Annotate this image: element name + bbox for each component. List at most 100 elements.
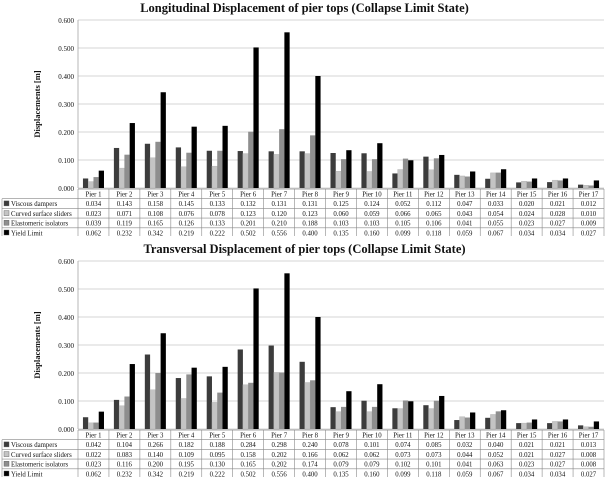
legend-label: Yield Limit	[11, 230, 43, 236]
bar-curved-surface-sliders	[149, 389, 156, 430]
category-label: Pier 9	[333, 433, 350, 440]
data-value-label: 0.160	[364, 471, 380, 477]
data-value-label: 0.008	[581, 452, 597, 459]
y-axis-label: Displacements [m]	[32, 70, 42, 137]
data-value-label: 0.188	[210, 442, 226, 449]
bar-yield-limit	[470, 412, 476, 429]
bar-yield-limit	[284, 32, 290, 188]
bar-curved-surface-sliders	[335, 170, 342, 189]
bar-yield-limit	[129, 364, 135, 429]
bar-viscous-dampers	[113, 147, 120, 188]
legend-label: Yield Limit	[11, 471, 43, 477]
bar-elastomeric-isolators	[464, 176, 471, 188]
data-value-label: 0.063	[488, 462, 504, 469]
bar-viscous-dampers	[206, 376, 212, 429]
data-value-label: 0.143	[117, 201, 133, 208]
data-value-label: 0.032	[457, 442, 473, 449]
category-label: Pier 17	[579, 192, 599, 199]
data-value-label: 0.085	[426, 442, 442, 449]
data-value-label: 0.060	[333, 211, 349, 218]
category-label: Pier 8	[302, 433, 319, 440]
bar-yield-limit	[191, 126, 197, 188]
data-value-label: 0.135	[333, 230, 349, 236]
data-value-label: 0.222	[210, 230, 226, 236]
y-axis-label: Displacements [m]	[32, 311, 42, 378]
bar-elastomeric-isolators	[248, 382, 254, 429]
category-label: Pier 15	[517, 192, 537, 199]
bar-curved-surface-sliders	[211, 165, 218, 189]
bar-yield-limit	[253, 47, 259, 188]
y-tick-label: 0.200	[58, 370, 74, 378]
data-value-label: 0.052	[395, 201, 411, 208]
bar-curved-surface-sliders	[180, 166, 187, 189]
data-value-label: 0.067	[488, 471, 504, 477]
data-value-label: 0.342	[148, 230, 164, 236]
y-tick-label: 0.300	[58, 342, 74, 350]
data-value-label: 0.021	[519, 442, 534, 449]
bar-viscous-dampers	[454, 174, 460, 188]
bar-curved-surface-sliders	[149, 157, 156, 189]
category-label: Pier 13	[455, 433, 475, 440]
data-value-label: 0.042	[86, 442, 102, 449]
bar-curved-surface-sliders	[88, 181, 94, 189]
data-value-label: 0.102	[395, 462, 411, 469]
legend-label: Elastomeric isolators	[11, 221, 69, 228]
chart-title: Transversal Displacement of pier tops (C…	[143, 242, 466, 256]
bar-viscous-dampers	[330, 407, 336, 429]
bar-viscous-dampers	[330, 153, 336, 188]
data-value-label: 0.165	[241, 462, 257, 469]
data-value-label: 0.103	[333, 221, 349, 228]
data-value-label: 0.012	[581, 201, 597, 208]
legend-key-curved-surface-sliders	[3, 451, 10, 457]
category-label: Pier 11	[393, 192, 412, 199]
data-value-label: 0.112	[426, 201, 442, 208]
data-value-label: 0.028	[550, 211, 566, 218]
bar-elastomeric-isolators	[124, 396, 130, 429]
bar-viscous-dampers	[144, 143, 151, 188]
data-value-label: 0.099	[395, 230, 411, 236]
data-value-label: 0.078	[333, 442, 349, 449]
bar-curved-surface-sliders	[273, 372, 280, 430]
data-value-label: 0.034	[519, 230, 535, 236]
data-value-label: 0.240	[302, 442, 318, 449]
category-label: Pier 16	[548, 192, 568, 199]
bar-curved-surface-sliders	[583, 426, 589, 430]
data-value-label: 0.099	[395, 471, 411, 477]
data-value-label: 0.062	[86, 230, 102, 236]
bar-viscous-dampers	[113, 399, 120, 429]
bar-curved-surface-sliders	[428, 408, 435, 430]
data-value-label: 0.342	[148, 471, 164, 477]
bar-elastomeric-isolators	[464, 417, 471, 429]
data-value-label: 0.126	[179, 221, 195, 228]
legend-key-curved-surface-sliders	[3, 210, 10, 216]
bar-elastomeric-isolators	[155, 373, 161, 429]
bar-viscous-dampers	[547, 182, 553, 188]
bar-yield-limit	[531, 419, 538, 429]
bar-yield-limit	[470, 171, 476, 188]
y-tick-label: 0.600	[58, 17, 74, 25]
bar-elastomeric-isolators	[124, 154, 130, 188]
bar-curved-surface-sliders	[304, 382, 311, 430]
legend-key-elastomeric-isolators	[3, 220, 10, 226]
data-value-label: 0.020	[519, 201, 535, 208]
data-value-label: 0.132	[241, 201, 257, 208]
category-label: Pier 8	[302, 192, 319, 199]
category-label: Pier 13	[455, 192, 475, 199]
data-value-label: 0.022	[86, 452, 102, 459]
transversal-chart: 0.000 0.100 0.200 0.300 0.400 0.500 0.600 Displ…	[1, 258, 605, 477]
data-value-label: 0.027	[550, 452, 566, 459]
bar-curved-surface-sliders	[180, 398, 187, 430]
data-value-label: 0.109	[179, 452, 195, 459]
data-value-label: 0.071	[117, 211, 132, 218]
category-label: Pier 3	[147, 433, 164, 440]
data-value-label: 0.023	[86, 211, 102, 218]
category-label: Pier 5	[209, 192, 226, 199]
y-tick-label: 0.200	[58, 129, 74, 137]
bar-elastomeric-isolators	[341, 406, 347, 429]
bar-viscous-dampers	[361, 153, 367, 188]
bar-elastomeric-isolators	[341, 159, 347, 188]
category-label: Pier 7	[271, 192, 288, 199]
data-value-label: 0.202	[271, 452, 287, 459]
bar-elastomeric-isolators	[186, 374, 192, 429]
bar-viscous-dampers	[423, 156, 429, 188]
